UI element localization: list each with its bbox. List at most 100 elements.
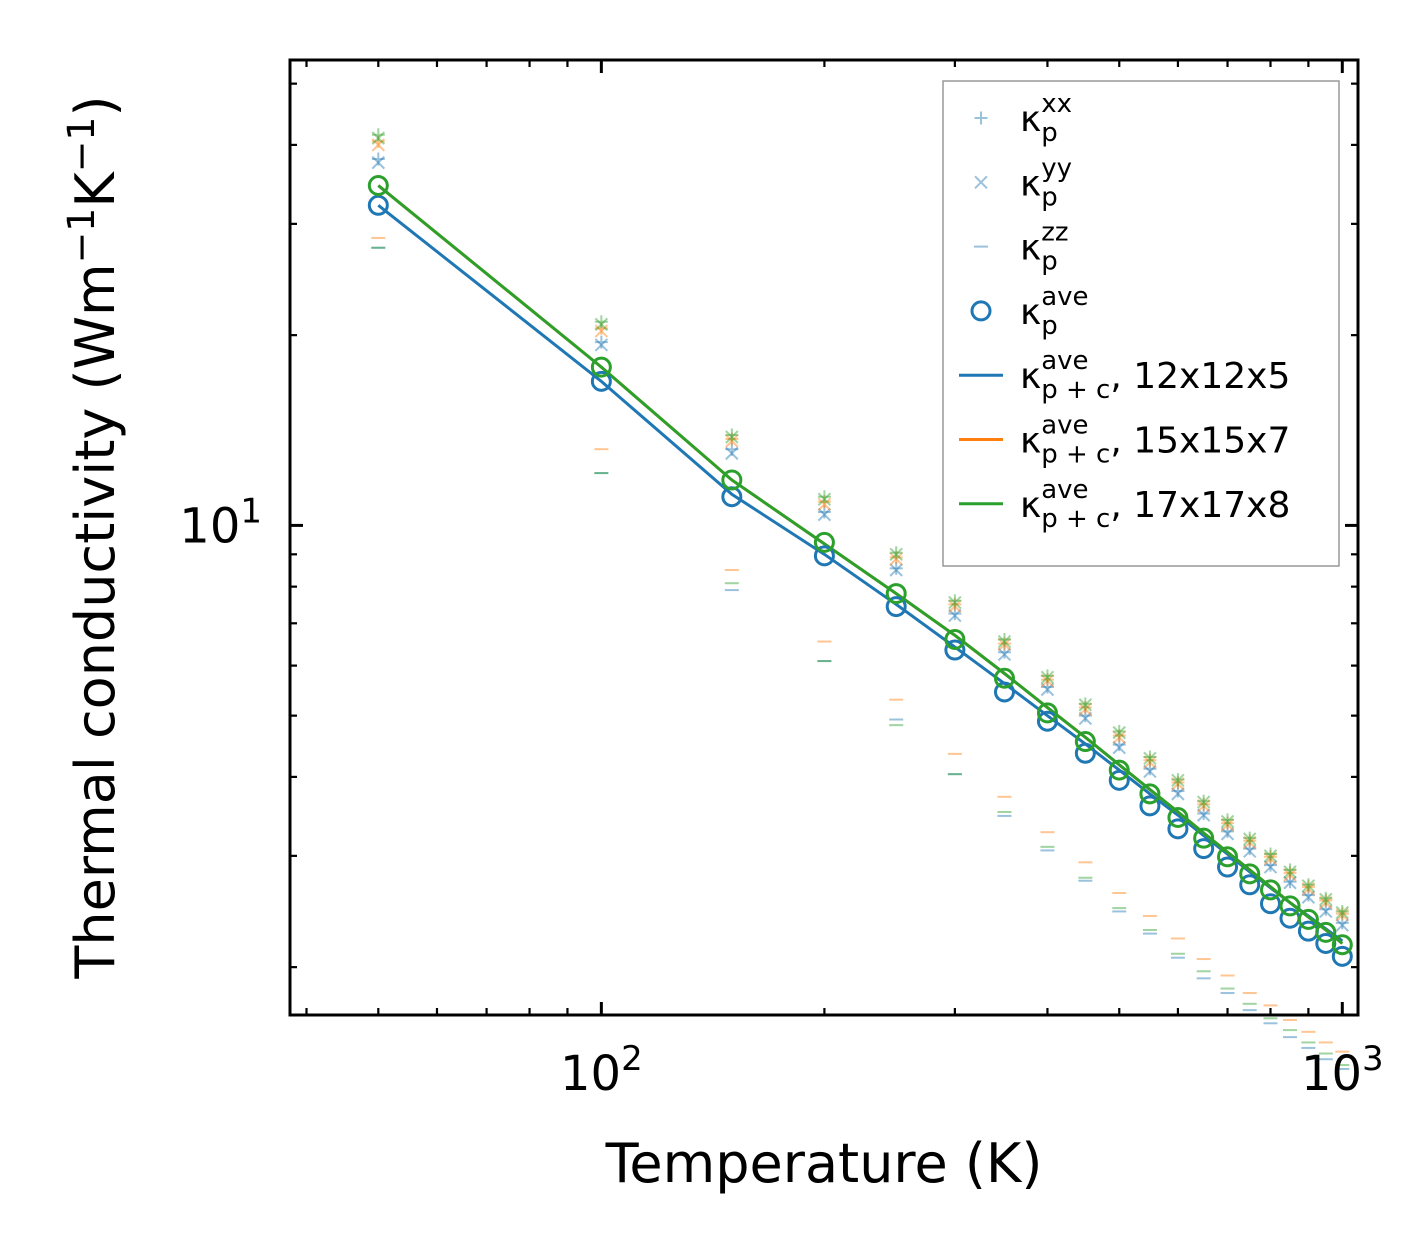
kxx-point — [997, 645, 1011, 659]
kyy-point — [371, 131, 386, 145]
kyy-point — [1263, 860, 1278, 874]
x-axis-label: Temperature (K) — [605, 1132, 1043, 1195]
kave-point — [1239, 863, 1261, 885]
legend-item: κzz p — [974, 218, 1069, 277]
kyy-point — [1040, 673, 1055, 688]
kxx-point — [1243, 834, 1257, 848]
kave-point — [1108, 769, 1130, 791]
kxx-point — [371, 128, 385, 142]
kyy-point — [1319, 895, 1333, 910]
legend-label: κyy p — [1020, 153, 1072, 212]
kxx-point — [1335, 916, 1349, 930]
kyy-point — [1243, 835, 1257, 850]
kave-point — [1331, 945, 1353, 967]
kxx-point — [889, 550, 903, 564]
kave-point — [1193, 827, 1215, 849]
kyy-point — [1171, 777, 1185, 791]
legend-marker — [974, 175, 988, 190]
kave-point — [885, 583, 907, 605]
kyy-point — [1171, 787, 1185, 801]
kxx-point — [997, 632, 1011, 646]
legend-label: κzz p — [1020, 218, 1069, 277]
legend-item: κave p — [970, 282, 1089, 341]
kpc-line-17x17x8 — [377, 184, 1344, 945]
kave-point — [1036, 710, 1058, 732]
kyy-point — [817, 507, 832, 522]
kxx-point — [1197, 797, 1211, 811]
kyy-point — [1335, 908, 1350, 922]
kave-point — [721, 469, 743, 491]
kyy-point — [594, 324, 609, 338]
kxx-point — [594, 321, 608, 335]
kave-point — [1259, 893, 1281, 915]
kxx-point — [1319, 891, 1333, 905]
kyy-point — [1196, 808, 1211, 822]
kxx-point — [1221, 824, 1235, 838]
kxx-point — [1040, 669, 1054, 683]
kyy-point — [1301, 879, 1316, 893]
kave-point — [1331, 934, 1353, 956]
kave-point — [1297, 908, 1319, 930]
kxx-point — [725, 442, 739, 456]
kyy-point — [948, 595, 962, 610]
x-tick-label: 103 — [1301, 1039, 1384, 1102]
kxx-point — [1301, 888, 1315, 902]
legend-item: κyy p — [974, 153, 1072, 212]
kxx-point — [594, 335, 608, 349]
kyy-point — [1078, 698, 1093, 712]
kyy-point — [1243, 832, 1257, 846]
kyy-point — [1040, 682, 1055, 697]
kxx-point — [1283, 875, 1297, 889]
kyy-point — [817, 497, 832, 511]
kyy-point — [889, 563, 903, 577]
legend-label: κave p + c, 17x17x8 — [1020, 475, 1290, 534]
kxx-point — [1264, 847, 1277, 861]
kyy-point — [1196, 799, 1211, 813]
kxx-point — [371, 152, 385, 166]
legend-label: κave p — [1020, 282, 1089, 341]
kxx-point — [1112, 738, 1126, 752]
y-tick-label: 101 — [179, 491, 262, 554]
kxx-point — [1283, 863, 1297, 877]
kyy-point — [594, 317, 609, 332]
kxx-point — [1335, 907, 1349, 921]
kyy-point — [594, 338, 609, 352]
kyy-point — [1335, 918, 1350, 932]
legend-marker — [974, 111, 988, 125]
kave-point — [1279, 895, 1301, 917]
kyy-point — [1143, 764, 1157, 779]
kyy-point — [1220, 827, 1235, 841]
kave-point — [1074, 731, 1096, 753]
kxx-point — [1335, 904, 1349, 918]
x-tick-label: 102 — [560, 1039, 643, 1102]
kxx-point — [1319, 902, 1333, 916]
kxx-point — [1221, 816, 1235, 830]
kave-point — [885, 596, 907, 618]
kxx-point — [1197, 794, 1211, 808]
kxx-point — [948, 594, 962, 608]
kave-point — [1315, 921, 1337, 943]
kxx-point — [1143, 750, 1157, 764]
kxx-point — [1221, 813, 1235, 827]
kyy-point — [1301, 882, 1316, 896]
kave-point — [944, 628, 966, 650]
kyy-point — [1220, 818, 1235, 832]
kxx-point — [1143, 762, 1157, 776]
kxx-point — [1171, 773, 1185, 787]
kyy-point — [1263, 849, 1278, 863]
kyy-point — [1143, 751, 1157, 766]
kxx-point — [1143, 753, 1157, 767]
kyy-point — [889, 552, 903, 566]
kyy-point — [997, 637, 1012, 652]
kave-point — [367, 194, 389, 216]
plot-data — [367, 128, 1353, 1070]
kxx-point — [1040, 680, 1054, 694]
kxx-point — [1264, 858, 1277, 872]
kyy-point — [1112, 730, 1126, 745]
legend-label: κxx p — [1020, 89, 1072, 148]
kyy-point — [1335, 905, 1350, 920]
kxx-point — [1283, 866, 1297, 880]
kyy-point — [997, 634, 1012, 649]
